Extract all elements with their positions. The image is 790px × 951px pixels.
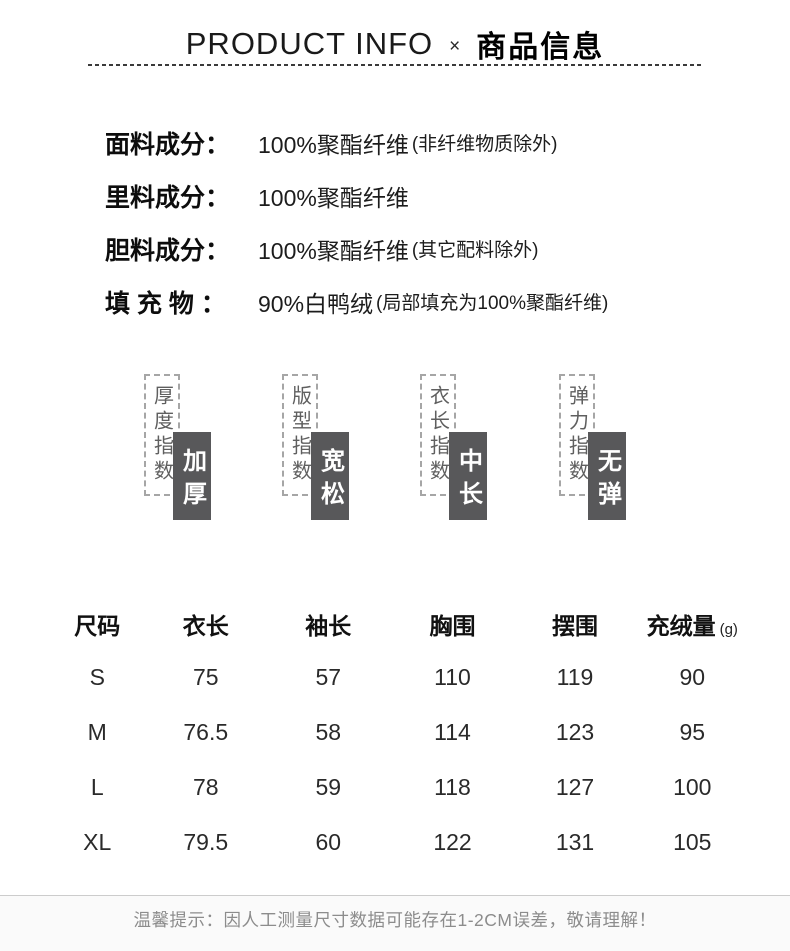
composition-section: 面料成分： 100%聚酯纤维 (非纤维物质除外) 里料成分： 100%聚酯纤维 … (105, 116, 760, 328)
cell-garment-length: 76.5 (183, 719, 229, 745)
column-header-size: 尺码 (74, 613, 121, 639)
cell-hem: 119 (556, 664, 594, 690)
cell-size: M (87, 719, 107, 745)
cell-down-fill: 95 (679, 719, 706, 745)
indicator-value-box: 中长 (449, 432, 487, 520)
composition-row-lining: 里料成分： 100%聚酯纤维 (105, 169, 760, 222)
table-row-m: M 76.5 58 114 123 95 (50, 705, 750, 760)
indicator-value-box: 加厚 (173, 432, 211, 520)
indicator-fit: 版型指数 宽松 (282, 374, 352, 521)
indicator-index-label: 版型指数 (288, 385, 311, 485)
cell-size: S (89, 664, 105, 690)
composition-row-filling: 填 充 物 ： 90%白鸭绒 (局部填充为100%聚酯纤维) (105, 275, 760, 328)
unit-grams: (g) (719, 621, 738, 638)
cell-sleeve-length: 57 (315, 664, 342, 690)
cell-hem: 123 (555, 719, 595, 745)
header: PRODUCT INFO × 商品信息 (0, 22, 790, 66)
cell-bust: 114 (434, 719, 471, 745)
indicator-value-box: 宽松 (311, 432, 349, 520)
indicator-elasticity: 弹力指数 无弹 (559, 374, 629, 521)
cell-down-fill: 100 (673, 774, 712, 800)
cell-sleeve-length: 58 (315, 719, 342, 745)
size-table: 尺码 衣长 袖长 胸围 摆围 充绒量 (g) S 75 57 110 119 90… (50, 598, 750, 870)
indicator-value-label: 宽松 (316, 447, 344, 514)
size-table-header-row: 尺码 衣长 袖长 胸围 摆围 充绒量 (g) (50, 598, 750, 650)
column-header-down-fill: 充绒量 (g) (646, 613, 738, 639)
cell-garment-length: 78 (192, 774, 219, 800)
multiply-separator-icon: × (449, 36, 461, 57)
indicator-length: 衣长指数 中长 (420, 374, 490, 521)
cell-garment-length: 79.5 (183, 829, 229, 855)
cell-bust: 110 (434, 664, 471, 690)
indicator-section: 厚度指数 加厚 版型指数 宽松 衣长指数 中长 弹力指数 (0, 374, 790, 524)
composition-label: 填 充 物 ： (105, 289, 226, 318)
composition-row-interlining: 胆料成分： 100%聚酯纤维 (其它配料除外) (105, 222, 760, 275)
measurement-disclaimer: 温馨提示：因人工测量尺寸数据可能存在1-2CM误差，敬请理解！ (133, 910, 657, 930)
cell-size: XL (83, 829, 112, 855)
column-header-bust: 胸围 (429, 613, 476, 639)
column-header-garment-length: 衣长 (182, 613, 229, 639)
cell-down-fill: 105 (673, 829, 712, 855)
cell-garment-length: 75 (192, 664, 219, 690)
indicator-thickness: 厚度指数 加厚 (144, 374, 214, 521)
cell-size: L (90, 774, 104, 800)
indicator-value-label: 无弹 (593, 447, 621, 514)
cell-bust: 118 (434, 774, 471, 800)
composition-label: 里料成分： (105, 183, 231, 212)
indicator-value-box: 无弹 (588, 432, 626, 520)
composition-label: 胆料成分： (105, 236, 231, 265)
composition-value: 100%聚酯纤维 (258, 184, 409, 211)
indicator-value-label: 中长 (454, 447, 482, 514)
composition-note: (非纤维物质除外) (411, 134, 558, 155)
composition-value: 100%聚酯纤维 (258, 131, 409, 158)
cell-hem: 131 (555, 829, 595, 855)
dashed-divider (88, 64, 702, 66)
cell-sleeve-length: 60 (315, 829, 342, 855)
cell-hem: 127 (555, 774, 595, 800)
composition-value: 100%聚酯纤维 (258, 237, 409, 264)
table-row-l: L 78 59 118 127 100 (50, 760, 750, 815)
composition-value: 90%白鸭绒 (258, 290, 374, 317)
composition-note: (局部填充为100%聚酯纤维) (376, 293, 609, 314)
table-row-s: S 75 57 110 119 90 (50, 650, 750, 705)
column-header-sleeve-length: 袖长 (305, 613, 352, 639)
indicator-index-label: 厚度指数 (150, 385, 173, 485)
cell-sleeve-length: 59 (315, 774, 342, 800)
footer-notice-bar: 温馨提示：因人工测量尺寸数据可能存在1-2CM误差，敬请理解！ (0, 895, 790, 951)
column-header-hem: 摆围 (552, 613, 598, 639)
cell-down-fill: 90 (679, 664, 706, 690)
composition-label: 面料成分： (105, 130, 231, 159)
indicator-index-label: 弹力指数 (565, 385, 588, 485)
title-english: PRODUCT INFO (185, 26, 434, 61)
table-row-xl: XL 79.5 60 122 131 105 (50, 815, 750, 870)
indicator-index-label: 衣长指数 (426, 385, 449, 485)
composition-note: (其它配料除外) (411, 240, 539, 261)
cell-bust: 122 (433, 829, 472, 855)
indicator-value-label: 加厚 (178, 447, 206, 514)
composition-row-fabric: 面料成分： 100%聚酯纤维 (非纤维物质除外) (105, 116, 760, 169)
title-chinese: 商品信息 (476, 31, 605, 64)
